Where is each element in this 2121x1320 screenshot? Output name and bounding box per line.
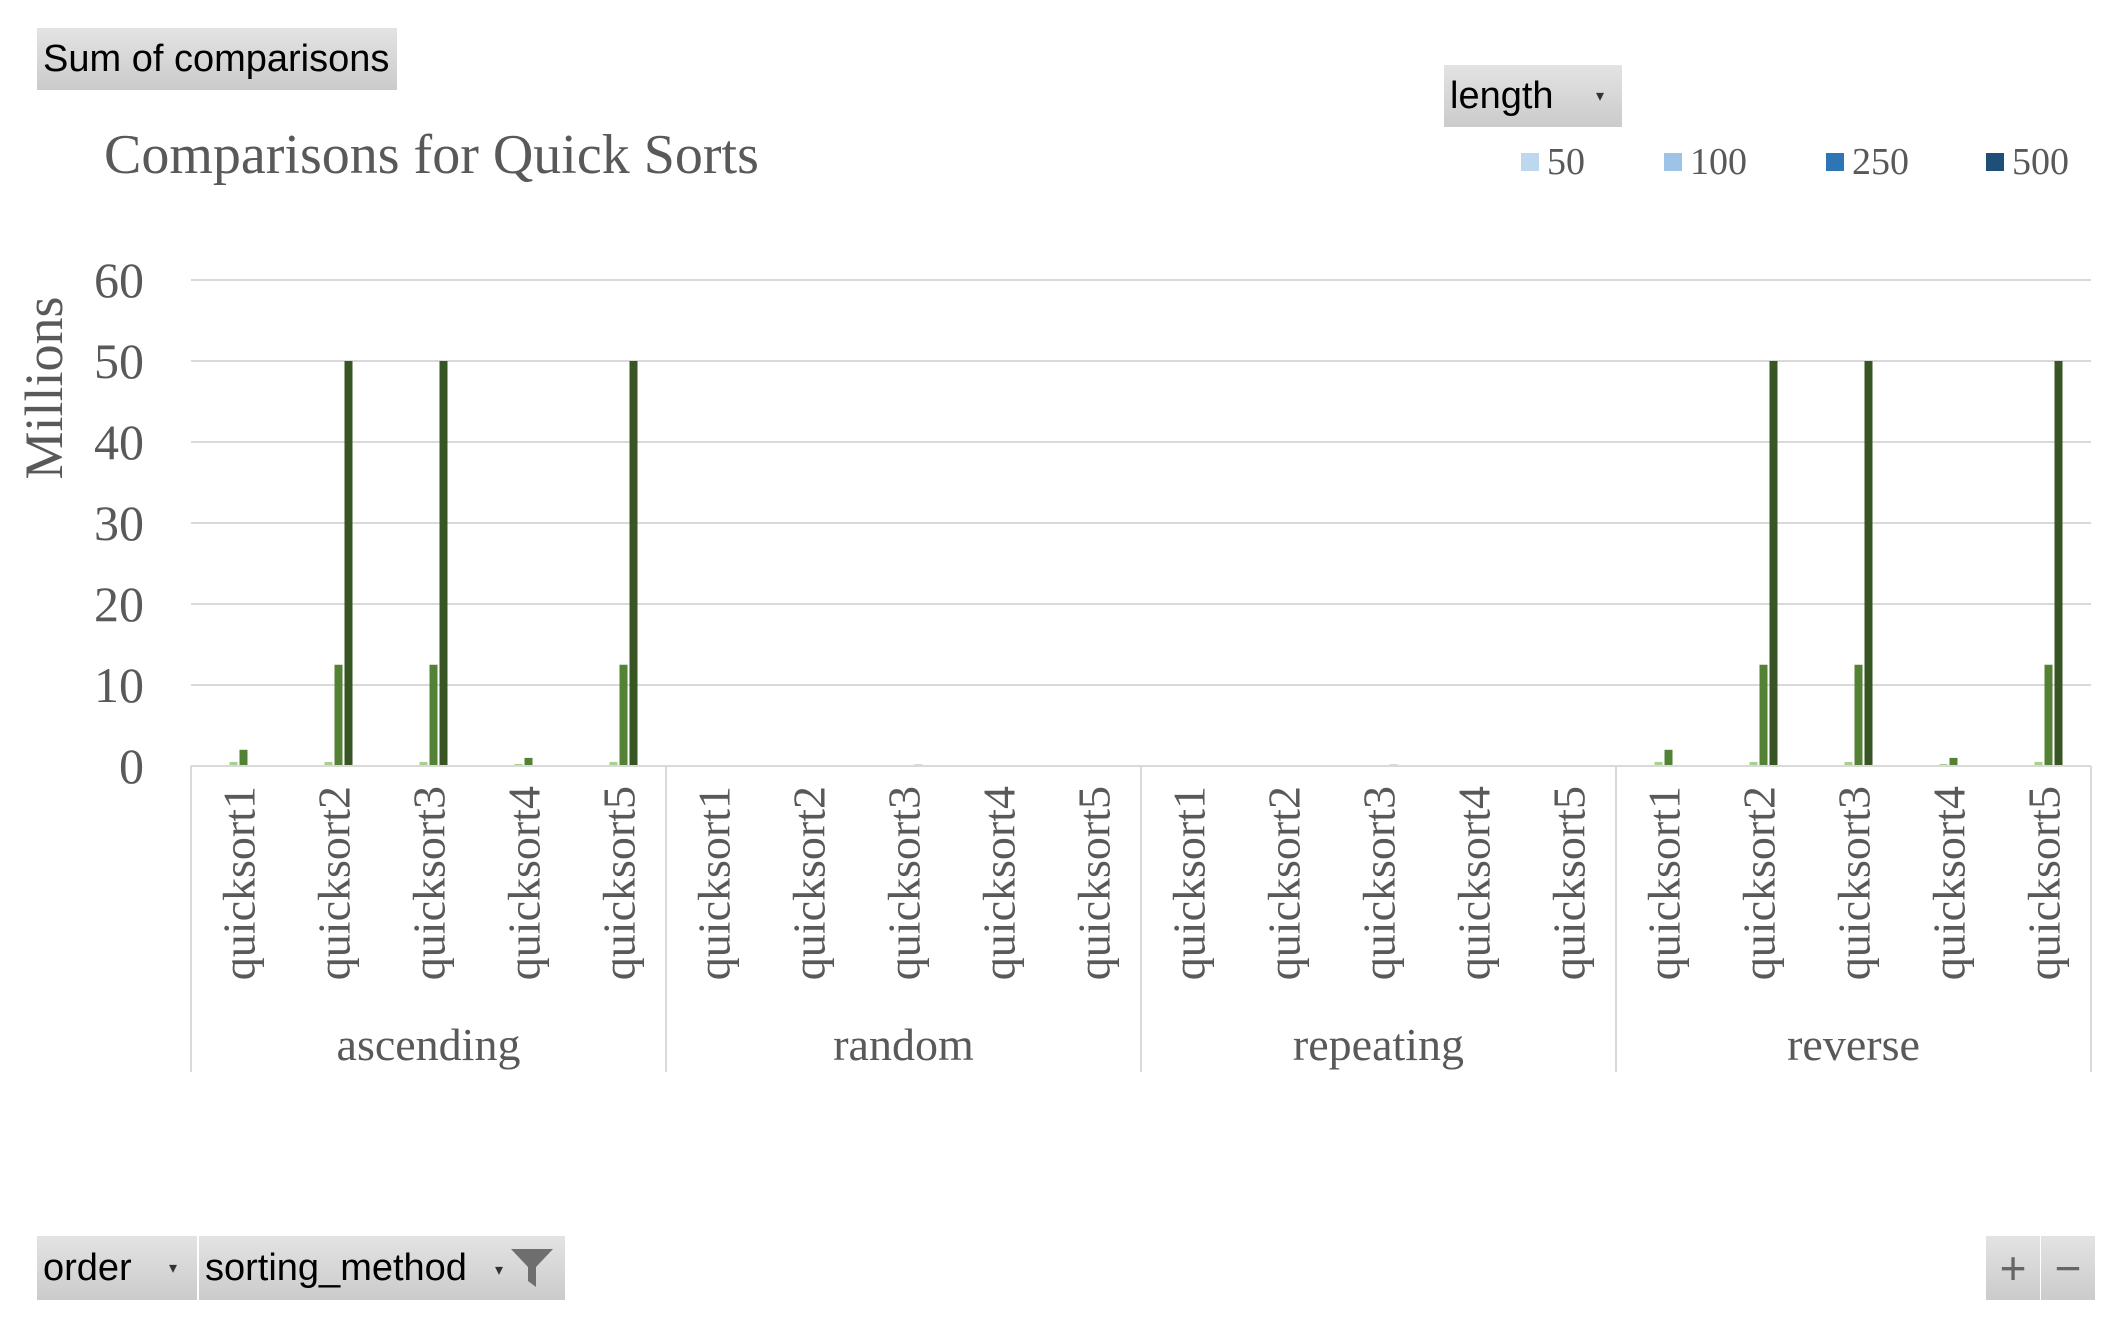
x-tick-label: quicksort3 — [404, 786, 455, 980]
bar-250 — [1854, 664, 1863, 766]
chart-title: Comparisons for Quick Sorts — [104, 124, 759, 186]
group-label: reverse — [1787, 1019, 1920, 1070]
y-tick-label: 60 — [94, 252, 144, 308]
bar-250 — [524, 757, 533, 766]
sorting-method-field-button[interactable]: sorting_method ▾ — [199, 1236, 565, 1300]
legend-label-500: 500 — [2012, 141, 2069, 183]
x-tick-label: quicksort3 — [1354, 786, 1405, 980]
bar-500 — [344, 361, 353, 766]
bar-250 — [619, 664, 628, 766]
bar-100 — [419, 761, 428, 766]
x-tick-label: quicksort4 — [499, 786, 550, 980]
legend-label-250: 250 — [1852, 141, 1909, 183]
y-tick-label: 10 — [94, 657, 144, 713]
x-tick-label: quicksort2 — [784, 786, 835, 980]
x-tick-label: quicksort2 — [1259, 786, 1310, 980]
x-tick-label: quicksort3 — [1829, 786, 1880, 980]
bar-100 — [514, 763, 523, 766]
x-tick-label: quicksort5 — [2019, 786, 2070, 980]
y-axis-label: Millions — [14, 296, 74, 479]
collapse-field-button[interactable]: − — [2041, 1236, 2095, 1300]
legend-field-label: length — [1450, 74, 1554, 117]
group-label: ascending — [337, 1019, 521, 1070]
bar-100 — [1654, 761, 1663, 766]
legend-label-100: 100 — [1690, 141, 1747, 183]
bar-100 — [1939, 763, 1948, 766]
x-tick-label: quicksort1 — [214, 786, 265, 980]
x-tick-label: quicksort5 — [1544, 786, 1595, 980]
y-tick-label: 50 — [94, 333, 144, 389]
x-tick-label: quicksort1 — [689, 786, 740, 980]
legend: 50 100 250 500 — [1521, 141, 2069, 183]
x-tick-label: quicksort5 — [1069, 786, 1120, 980]
bar-100 — [1749, 761, 1758, 766]
y-tick-label: 0 — [119, 738, 144, 794]
legend-field-button[interactable]: length ▾ — [1444, 65, 1622, 127]
minus-icon: − — [2054, 1242, 2082, 1294]
bar-100 — [609, 761, 618, 766]
legend-swatch-100 — [1664, 153, 1682, 171]
group-label: random — [833, 1019, 974, 1070]
filter-icon — [511, 1249, 553, 1287]
value-field-button[interactable]: Sum of comparisons — [37, 28, 397, 90]
x-tick-label: quicksort5 — [594, 786, 645, 980]
bar-500 — [1769, 361, 1778, 766]
value-field-label: Sum of comparisons — [43, 37, 390, 80]
bar-250 — [1759, 664, 1768, 766]
bar-100 — [324, 761, 333, 766]
group-label: repeating — [1293, 1019, 1464, 1070]
legend-swatch-250 — [1826, 153, 1844, 171]
bar-250 — [2044, 664, 2053, 766]
bar-100 — [1844, 761, 1853, 766]
y-tick-label: 40 — [94, 414, 144, 470]
bar-250 — [334, 664, 343, 766]
bar-250 — [1664, 749, 1673, 766]
order-field-button[interactable]: order ▾ — [37, 1236, 197, 1300]
bar-500 — [629, 361, 638, 766]
dropdown-arrow-icon: ▾ — [495, 1262, 504, 1279]
x-tick-label: quicksort1 — [1164, 786, 1215, 980]
y-tick-label: 30 — [94, 495, 144, 551]
order-field-label: order — [43, 1246, 132, 1289]
bar-500 — [1864, 361, 1873, 766]
bar-250 — [429, 664, 438, 766]
bar-500 — [439, 361, 448, 766]
x-tick-label: quicksort4 — [974, 786, 1025, 980]
bar-500 — [2054, 361, 2063, 766]
bar-250 — [1949, 757, 1958, 766]
x-tick-label: quicksort4 — [1924, 786, 1975, 980]
legend-label-50: 50 — [1547, 141, 1585, 183]
bar-100 — [2034, 761, 2043, 766]
legend-swatch-50 — [1521, 153, 1539, 171]
x-tick-label: quicksort3 — [879, 786, 930, 980]
legend-swatch-500 — [1986, 153, 2004, 171]
dropdown-arrow-icon: ▾ — [168, 1260, 177, 1277]
x-tick-label: quicksort2 — [309, 786, 360, 980]
plus-icon: + — [1999, 1242, 2027, 1294]
bar-100 — [229, 761, 238, 766]
x-tick-label: quicksort1 — [1639, 786, 1690, 980]
y-tick-label: 20 — [94, 576, 144, 632]
expand-field-button[interactable]: + — [1986, 1236, 2040, 1300]
x-tick-label: quicksort2 — [1734, 786, 1785, 980]
dropdown-arrow-icon: ▾ — [1595, 88, 1604, 105]
x-tick-label: quicksort4 — [1449, 786, 1500, 980]
bar-250 — [239, 749, 248, 766]
sorting-method-field-label: sorting_method — [205, 1246, 467, 1289]
